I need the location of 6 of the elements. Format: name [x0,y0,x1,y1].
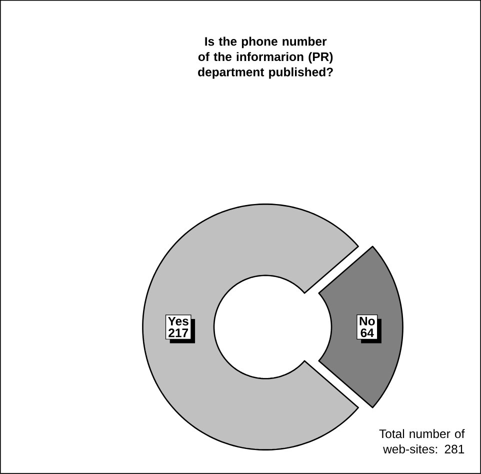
text: Total number of web-sites: 281 [379,429,465,454]
data-label: 64 [360,328,374,338]
slice-label: Yes [168,317,188,326]
data-label: 217 [168,328,188,338]
chart-title: Is the phone number of the informarion (PR) department published? [198,36,333,79]
slice-label: No [360,316,375,326]
